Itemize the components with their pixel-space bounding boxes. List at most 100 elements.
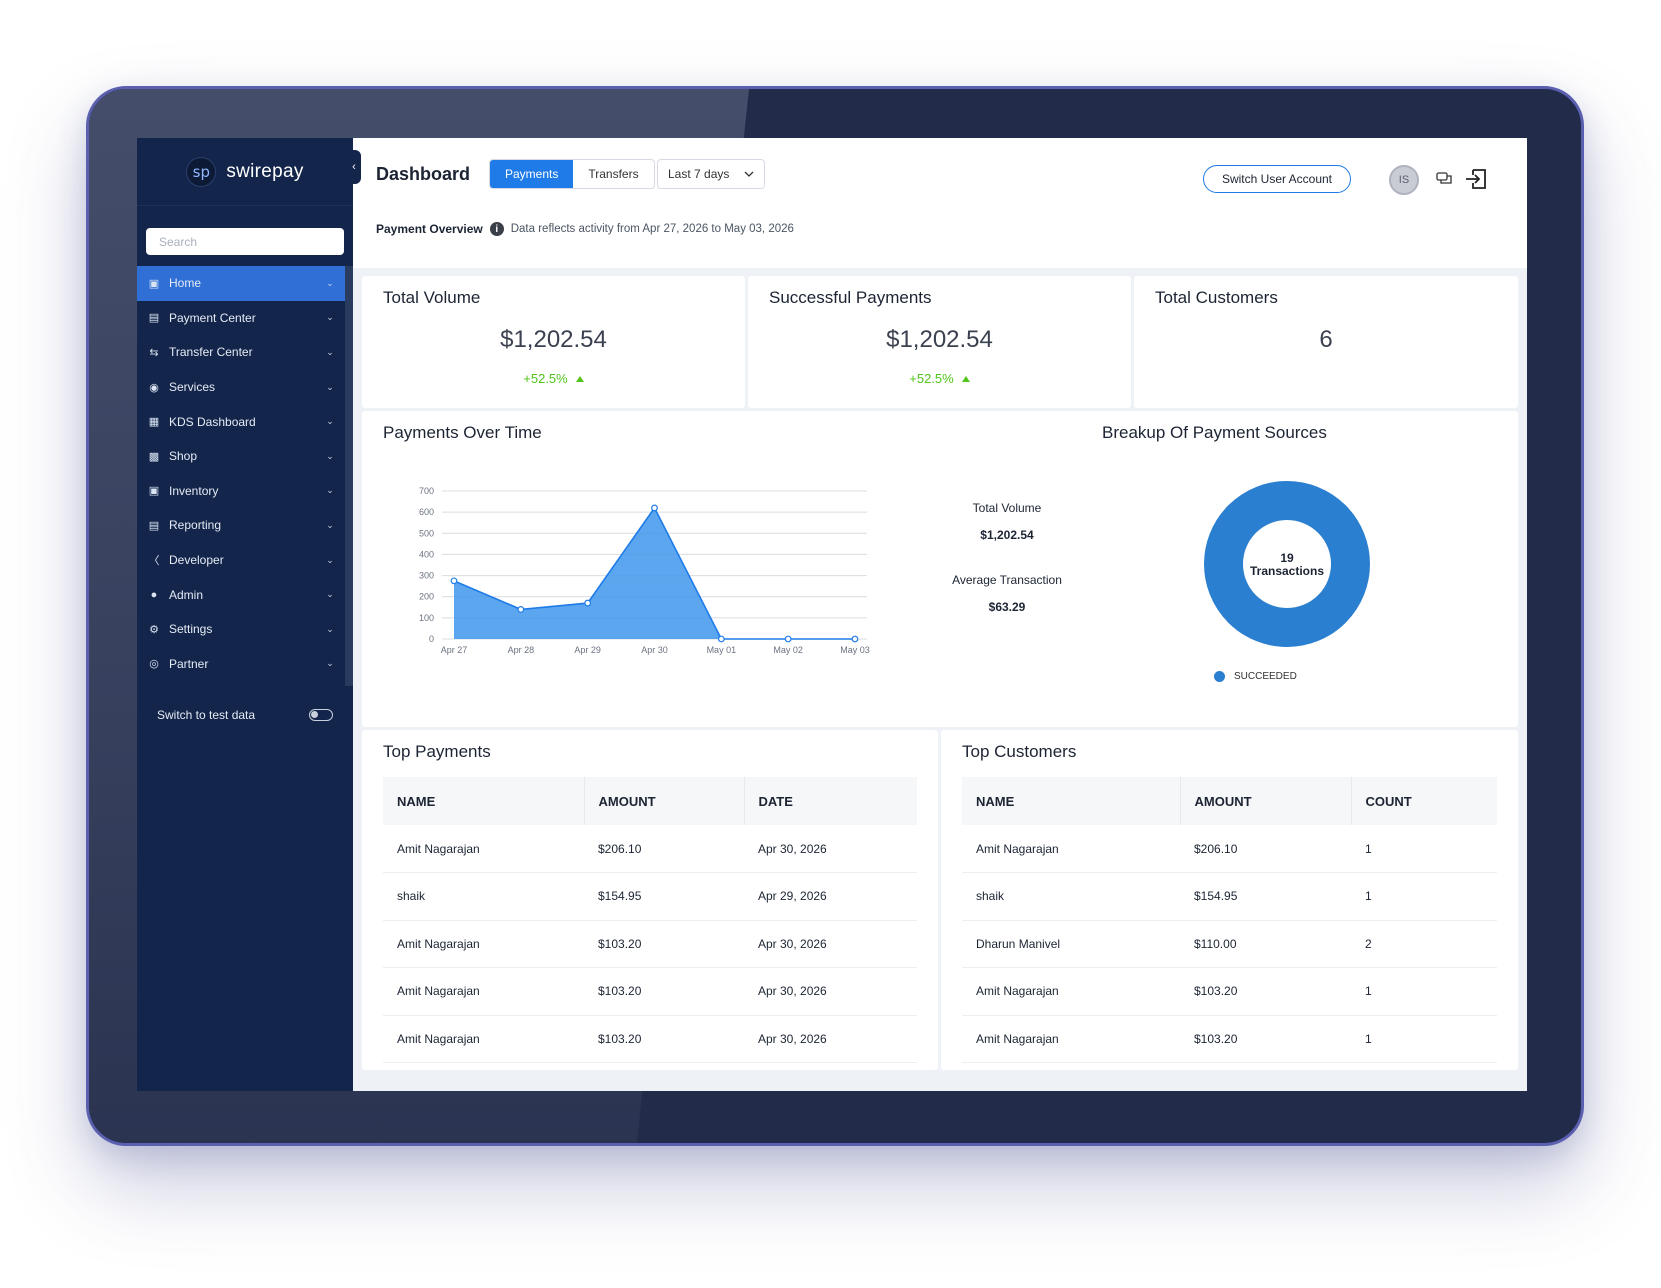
app-screen: sp swirepay ▣ Home ⌄ ▤ Payment Center ⌄ ⇆ Trans…	[137, 138, 1527, 1091]
table-cell: $206.10	[584, 825, 744, 873]
payment-overview: Payment Overview i Data reflects activit…	[376, 222, 794, 236]
collapse-sidebar-button[interactable]: ‹	[347, 150, 361, 184]
info-icon[interactable]: i	[489, 222, 504, 236]
column-header-count[interactable]: COUNT	[1351, 777, 1497, 825]
donut-center-label: Transactions	[1250, 564, 1324, 578]
table-cell: 1	[1351, 1015, 1497, 1063]
table-row[interactable]: shaik $154.95 Apr 29, 2026	[383, 872, 917, 921]
brand-logo[interactable]: sp swirepay	[137, 138, 353, 206]
trend-up-icon	[961, 376, 970, 382]
payments-chart-title: Payments Over Time	[383, 423, 542, 442]
top-payments-table: NAME AMOUNT DATE Amit Nagarajan $206.10 Ap…	[383, 777, 917, 1063]
x-tick-label: May 02	[773, 645, 803, 655]
table-cell: Amit Nagarajan	[383, 825, 584, 873]
switch-user-account-button[interactable]: Switch User Account	[1203, 165, 1351, 193]
table-cell: Apr 30, 2026	[744, 825, 917, 873]
table-row[interactable]: Amit Nagarajan $103.20 Apr 30, 2026	[383, 1015, 917, 1063]
sidebar-item-inventory[interactable]: ▣ Inventory ⌄	[137, 474, 345, 509]
column-header-amount[interactable]: AMOUNT	[1180, 777, 1352, 825]
sidebar-item-settings[interactable]: ⚙ Settings ⌄	[137, 612, 345, 647]
sidebar-item-admin[interactable]: ● Admin ⌄	[137, 577, 345, 612]
table-cell: $206.10	[1180, 825, 1351, 873]
table-cell: Amit Nagarajan	[962, 967, 1180, 1016]
table-cell: Amit Nagarajan	[383, 1015, 584, 1063]
test-data-label: Switch to test data	[157, 708, 256, 722]
table-row[interactable]: Amit Nagarajan $103.20 Apr 30, 2026	[383, 920, 917, 968]
sidebar: sp swirepay ▣ Home ⌄ ▤ Payment Center ⌄ ⇆ Trans…	[137, 138, 353, 1091]
data-point	[851, 635, 859, 643]
chevron-down-icon: ⌄	[326, 589, 334, 600]
table-row[interactable]: Amit Nagarajan $206.10 Apr 30, 2026	[383, 825, 917, 873]
stat-title: Total Customers	[1155, 288, 1278, 307]
table-cell: $103.20	[584, 920, 744, 968]
table-row[interactable]: shaik $154.95 1	[962, 872, 1497, 921]
stat-change: +52.5%	[748, 371, 1131, 386]
table-row[interactable]: Amit Nagarajan $103.20 Apr 30, 2026	[383, 967, 917, 1016]
sidebar-item-label: Settings	[169, 622, 213, 637]
sidebar-item-transfer-center[interactable]: ⇆ Transfer Center ⌄	[137, 335, 345, 370]
transfer-icon: ⇆	[149, 346, 159, 359]
stat-value: $1,202.54	[886, 326, 993, 353]
reporting-icon: ▤	[148, 519, 160, 532]
chevron-down-icon: ⌄	[326, 554, 334, 565]
table-cell: shaik	[962, 872, 1180, 921]
chevron-down-icon: ⌄	[326, 277, 334, 288]
sidebar-item-shop[interactable]: ▩ Shop ⌄	[137, 439, 345, 474]
top-payments-card: Top Payments NAME AMOUNT DATE Amit Nagar…	[362, 730, 938, 1070]
column-header-date[interactable]: DATE	[744, 777, 917, 825]
table-cell: Apr 30, 2026	[744, 967, 917, 1016]
y-tick-label: 0	[429, 634, 434, 644]
table-cell: shaik	[383, 872, 584, 921]
metric-value: $1,202.54	[980, 528, 1034, 542]
logout-icon[interactable]	[1463, 166, 1489, 192]
date-range-select[interactable]: Last 7 days	[657, 159, 765, 189]
table-cell: 1	[1351, 967, 1497, 1016]
inventory-icon: ▣	[148, 485, 160, 498]
tab-payments[interactable]: Payments	[490, 160, 574, 188]
avatar[interactable]: IS	[1389, 165, 1419, 195]
sidebar-item-label: Transfer Center	[169, 345, 253, 360]
chat-icon[interactable]	[1431, 166, 1457, 192]
search-input[interactable]	[146, 228, 344, 255]
tab-transfers[interactable]: Transfers	[588, 167, 639, 181]
partner-icon: ◎	[149, 658, 159, 671]
sidebar-nav: ▣ Home ⌄ ▤ Payment Center ⌄ ⇆ Transfer Center ⌄ ◉…	[137, 266, 345, 681]
payments-area-chart: 0 100 200 300 400 500 600 700 Apr 27 Apr 28 Apr 29…	[419, 486, 870, 655]
sidebar-item-home[interactable]: ▣ Home ⌄	[137, 266, 345, 301]
table-cell: Amit Nagarajan	[383, 967, 584, 1016]
services-icon: ◉	[149, 381, 159, 394]
top-customers-title: Top Customers	[962, 742, 1077, 761]
y-tick-label: 100	[419, 613, 434, 623]
stat-value: $1,202.54	[500, 326, 607, 353]
series-area	[454, 507, 855, 639]
sidebar-item-label: Shop	[169, 449, 198, 464]
stat-title: Successful Payments	[769, 288, 932, 307]
column-header-name[interactable]: NAME	[383, 777, 585, 825]
test-data-toggle[interactable]	[309, 709, 333, 721]
table-cell: $103.20	[1180, 1015, 1351, 1063]
sidebar-item-services[interactable]: ◉ Services ⌄	[137, 370, 345, 405]
table-cell: 2	[1351, 920, 1497, 968]
sidebar-item-label: Partner	[169, 656, 209, 671]
table-row[interactable]: Dharun Manivel $110.00 2	[962, 920, 1497, 968]
sidebar-item-label: Payment Center	[169, 310, 256, 325]
sidebar-item-kds-dashboard[interactable]: ▦ KDS Dashboard ⌄	[137, 404, 345, 439]
sidebar-item-developer[interactable]: 〈 Developer ⌄	[137, 543, 345, 578]
table-row[interactable]: Amit Nagarajan $103.20 1	[962, 1015, 1497, 1063]
table-cell: Dharun Manivel	[962, 920, 1180, 968]
stat-change: +52.5%	[362, 371, 745, 386]
sidebar-item-label: Developer	[169, 553, 224, 568]
sidebar-item-partner[interactable]: ◎ Partner ⌄	[137, 647, 345, 682]
legend-swatch	[1214, 671, 1225, 682]
column-header-name[interactable]: NAME	[962, 777, 1181, 825]
sidebar-item-reporting[interactable]: ▤ Reporting ⌄	[137, 508, 345, 543]
table-cell: $110.00	[1180, 920, 1351, 968]
sidebar-scrollbar[interactable]	[345, 266, 353, 686]
table-row[interactable]: Amit Nagarajan $103.20 1	[962, 967, 1497, 1016]
test-data-switch: Switch to test data	[157, 708, 333, 722]
table-row[interactable]: Amit Nagarajan $206.10 1	[962, 825, 1497, 873]
column-header-amount[interactable]: AMOUNT	[584, 777, 745, 825]
x-tick-label: May 03	[840, 645, 870, 655]
donut-legend[interactable]: SUCCEEDED	[1214, 671, 1297, 682]
sidebar-item-payment-center[interactable]: ▤ Payment Center ⌄	[137, 301, 345, 336]
